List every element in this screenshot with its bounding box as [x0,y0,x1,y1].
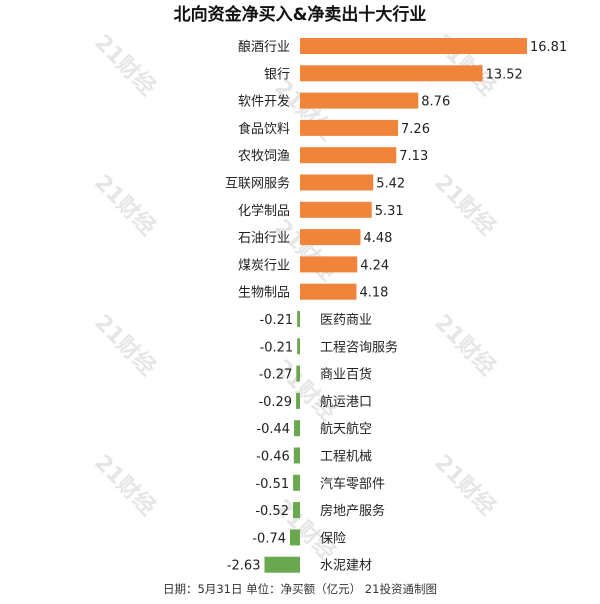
category-label: 煤炭行业 [238,258,290,273]
bar [264,556,300,573]
value-label: -2.63 [227,559,261,574]
category-label: 农牧饲渔 [238,149,290,164]
value-label: -0.51 [255,477,289,492]
category-label: 酿酒行业 [238,39,290,55]
bar [292,502,300,519]
category-label: 食品饮料 [238,121,290,137]
bar [300,174,374,191]
value-label: 16.81 [530,40,567,55]
category-label: 软件开发 [238,94,290,110]
value-label: 7.26 [401,122,430,137]
watermark-text: 21财经 [89,169,160,240]
category-label: 银行 [264,67,290,82]
category-label: 化学制品 [238,203,290,219]
watermark-text: 21财经 [429,309,500,380]
category-label: 互联网服务 [225,176,290,192]
bar [297,311,300,327]
category-label: 房地产服务 [320,503,385,519]
category-label: 医药商业 [320,313,372,328]
chart-footer: 日期：5月31日 单位：净买额（亿元） 21投资通制图 [163,582,437,596]
category-label: 工程咨询服务 [320,339,398,355]
bar [300,229,361,246]
bar [300,256,358,273]
category-label: 汽车零部件 [320,476,385,492]
watermark-text: 21财经 [89,309,160,380]
bar-group: 酿酒行业 16.81 银行 13.52 软件开发 8.76 食品饮料 7.26 农牧饲渔 7.13… [225,38,567,574]
value-label: -0.74 [252,531,286,546]
category-label: 生物制品 [238,286,290,301]
bar [300,92,419,109]
value-label: 4.18 [359,286,388,301]
category-label: 水泥建材 [320,559,372,574]
watermark-text: 21财经 [429,449,500,520]
category-label: 石油行业 [238,231,290,246]
category-label: 商业百货 [320,367,372,383]
value-label: -0.21 [260,340,294,355]
bar [293,474,300,491]
watermark-text: 21财经 [269,214,340,285]
bar [300,201,372,218]
value-label: 7.13 [399,149,428,164]
watermark-text: 21财经 [269,354,340,425]
value-label: -0.52 [255,504,289,519]
bar [294,420,300,437]
value-label: 4.24 [360,258,389,273]
value-label: -0.29 [258,395,292,410]
bar [300,283,357,300]
watermark-text: 21财经 [89,29,160,100]
bar [300,38,527,54]
category-label: 航天航空 [320,421,372,437]
bar [300,119,399,136]
category-label: 工程机械 [320,450,372,465]
watermark-text: 21财经 [89,449,160,520]
category-label: 保险 [320,531,346,546]
bar [293,447,300,464]
value-label: -0.44 [256,422,290,437]
bar [290,529,300,546]
value-label: 5.31 [375,204,404,219]
watermark-text: 21财经 [429,169,500,240]
value-label: 4.48 [364,231,393,246]
value-label: -0.46 [256,450,290,465]
category-label: 航运港口 [320,394,372,410]
value-label: -0.27 [259,368,293,383]
bar [297,338,300,355]
bar [300,147,397,164]
value-label: 8.76 [421,95,450,110]
value-label: 13.52 [486,67,523,82]
value-label: 5.42 [376,177,405,192]
chart-title: 北向资金净买入&净卖出十大行业 [174,4,427,25]
bar [300,65,483,82]
bar [296,365,300,382]
bar [296,392,300,409]
value-label: -0.21 [260,313,294,328]
